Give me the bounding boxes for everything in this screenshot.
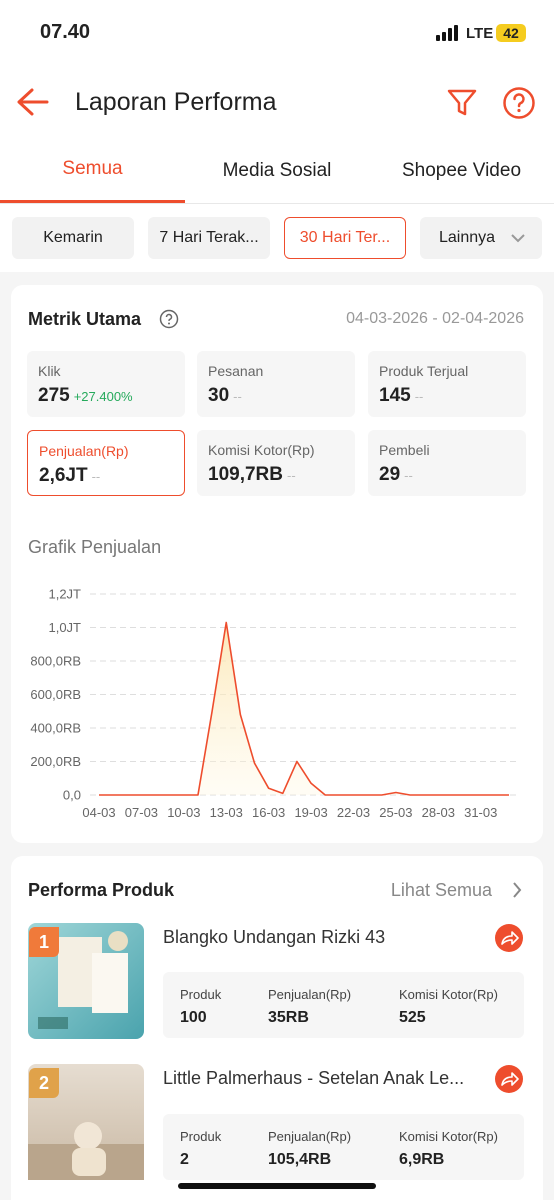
x-tick-label: 16-03 — [252, 805, 285, 820]
filter-label: Lainnya — [439, 229, 496, 246]
x-tick-label: 31-03 — [464, 805, 497, 820]
stat-value: 6,9RB — [399, 1151, 445, 1168]
x-tick-label: 13-03 — [210, 805, 243, 820]
x-tick-label: 19-03 — [294, 805, 327, 820]
product-stats: Produk Penjualan(Rp) Komisi Kotor(Rp) 2 … — [163, 1114, 524, 1180]
metric-value: 275 +27.400% — [38, 385, 133, 407]
metric-box[interactable]: Klik 275 +27.400% — [27, 351, 185, 417]
section-title: Metrik Utama — [28, 309, 142, 329]
metric-label: Pesanan — [208, 363, 264, 379]
metric-box[interactable]: Pesanan 30 -- — [197, 351, 355, 417]
metric-box[interactable]: Pembeli 29 -- — [368, 430, 526, 496]
metric-number: 145 — [379, 385, 411, 406]
home-indicator — [178, 1183, 376, 1189]
status-time: 07.40 — [40, 21, 91, 43]
chevron-right — [513, 882, 522, 898]
info-icon[interactable] — [159, 309, 179, 329]
metric-change: -- — [414, 389, 424, 404]
stat-value: 525 — [399, 1009, 426, 1026]
stat-label: Komisi Kotor(Rp) — [399, 987, 498, 1002]
page-title: Laporan Performa — [75, 88, 277, 116]
x-tick-label: 22-03 — [337, 805, 370, 820]
stat-label: Komisi Kotor(Rp) — [399, 1129, 498, 1144]
tab[interactable]: Media Sosial — [222, 160, 332, 181]
date-range: 04-03-2026 - 02-04-2026 — [346, 310, 524, 327]
product-thumbnail[interactable] — [28, 923, 144, 1039]
tab[interactable]: Shopee Video — [401, 160, 522, 181]
metric-number: 30 — [208, 385, 230, 406]
x-tick-label: 28-03 — [422, 805, 455, 820]
product-name[interactable]: Little Palmerhaus - Setelan Anak Le... — [163, 1068, 465, 1088]
y-tick-label: 200,0RB — [30, 754, 81, 769]
see-all-link[interactable]: Lihat Semua — [390, 880, 492, 900]
filter-chip[interactable]: Kemarin — [12, 217, 134, 259]
metric-number: 2,6JT — [39, 465, 88, 486]
product-name[interactable]: Blangko Undangan Rizki 43 — [163, 927, 386, 947]
product-stats: Produk Penjualan(Rp) Komisi Kotor(Rp) 10… — [163, 972, 524, 1038]
stat-label: Produk — [180, 1129, 222, 1144]
metric-label: Komisi Kotor(Rp) — [208, 442, 315, 458]
metric-label: Produk Terjual — [379, 363, 469, 379]
rank-badge: 2 — [29, 1068, 59, 1098]
metric-change: -- — [287, 468, 296, 483]
y-tick-label: 1,2JT — [48, 587, 81, 602]
network-label: LTE — [466, 25, 494, 42]
x-tick-label: 04-03 — [82, 805, 115, 820]
x-tick-label: 07-03 — [125, 805, 158, 820]
tab-indicator — [0, 200, 185, 203]
y-tick-label: 0,0 — [63, 788, 81, 803]
stat-value: 105,4RB — [268, 1151, 332, 1168]
metric-change: -- — [404, 468, 413, 483]
section-title: Performa Produk — [28, 880, 175, 900]
stat-label: Penjualan(Rp) — [268, 987, 352, 1002]
metric-change: -- — [233, 389, 242, 404]
metric-value: 145 -- — [379, 385, 423, 407]
metric-label: Penjualan(Rp) — [39, 443, 129, 459]
metric-change: -- — [91, 469, 101, 484]
metric-number: 29 — [379, 464, 401, 485]
y-tick-label: 400,0RB — [30, 721, 81, 736]
chevron-down — [511, 234, 525, 243]
line — [99, 621, 509, 796]
metric-label: Klik — [38, 363, 61, 379]
signal-icon — [436, 25, 458, 41]
metric-box[interactable]: Komisi Kotor(Rp) 109,7RB -- — [197, 430, 355, 496]
back-button[interactable] — [16, 87, 50, 117]
area — [99, 622, 509, 795]
stat-label: Produk — [180, 987, 222, 1002]
filter-chip[interactable]: 7 Hari Terak... — [148, 217, 270, 259]
y-tick-label: 600,0RB — [30, 687, 81, 702]
stat-value: 100 — [180, 1009, 207, 1026]
tab-divider — [0, 203, 554, 204]
stat-value: 2 — [180, 1151, 189, 1168]
x-tick-label: 10-03 — [167, 805, 200, 820]
help-button[interactable] — [502, 86, 536, 120]
metric-number: 109,7RB — [208, 464, 283, 485]
stat-label: Penjualan(Rp) — [268, 1129, 352, 1144]
metric-value: 29 -- — [379, 464, 413, 486]
metric-box[interactable]: Produk Terjual 145 -- — [368, 351, 526, 417]
metric-value: 30 -- — [208, 385, 242, 407]
y-tick-label: 1,0JT — [48, 620, 81, 635]
metric-box[interactable]: Penjualan(Rp) 2,6JT -- — [27, 430, 185, 496]
battery: 42 — [496, 24, 526, 42]
metric-value: 2,6JT -- — [39, 465, 100, 487]
rank-badge: 1 — [29, 927, 59, 957]
chart-title: Grafik Penjualan — [28, 537, 162, 557]
metric-value: 109,7RB -- — [208, 464, 296, 486]
share-button[interactable] — [494, 1064, 524, 1094]
x-tick-label: 25-03 — [379, 805, 412, 820]
y-tick-label: 800,0RB — [30, 654, 81, 669]
sales-chart: 0,0 200,0RB 400,0RB 600,0RB 800,0RB 1,0JT 1,2J… — [30, 587, 516, 820]
filter-button[interactable] — [446, 87, 478, 117]
tab[interactable]: Semua — [62, 158, 123, 179]
metric-number: 275 — [38, 385, 70, 406]
metric-label: Pembeli — [379, 442, 430, 458]
metric-change: +27.400% — [73, 389, 133, 404]
filter-chip[interactable]: Lainnya — [420, 217, 542, 259]
share-button[interactable] — [494, 923, 524, 953]
filter-chip[interactable]: 30 Hari Ter... — [284, 217, 406, 259]
stat-value: 35RB — [268, 1009, 309, 1026]
